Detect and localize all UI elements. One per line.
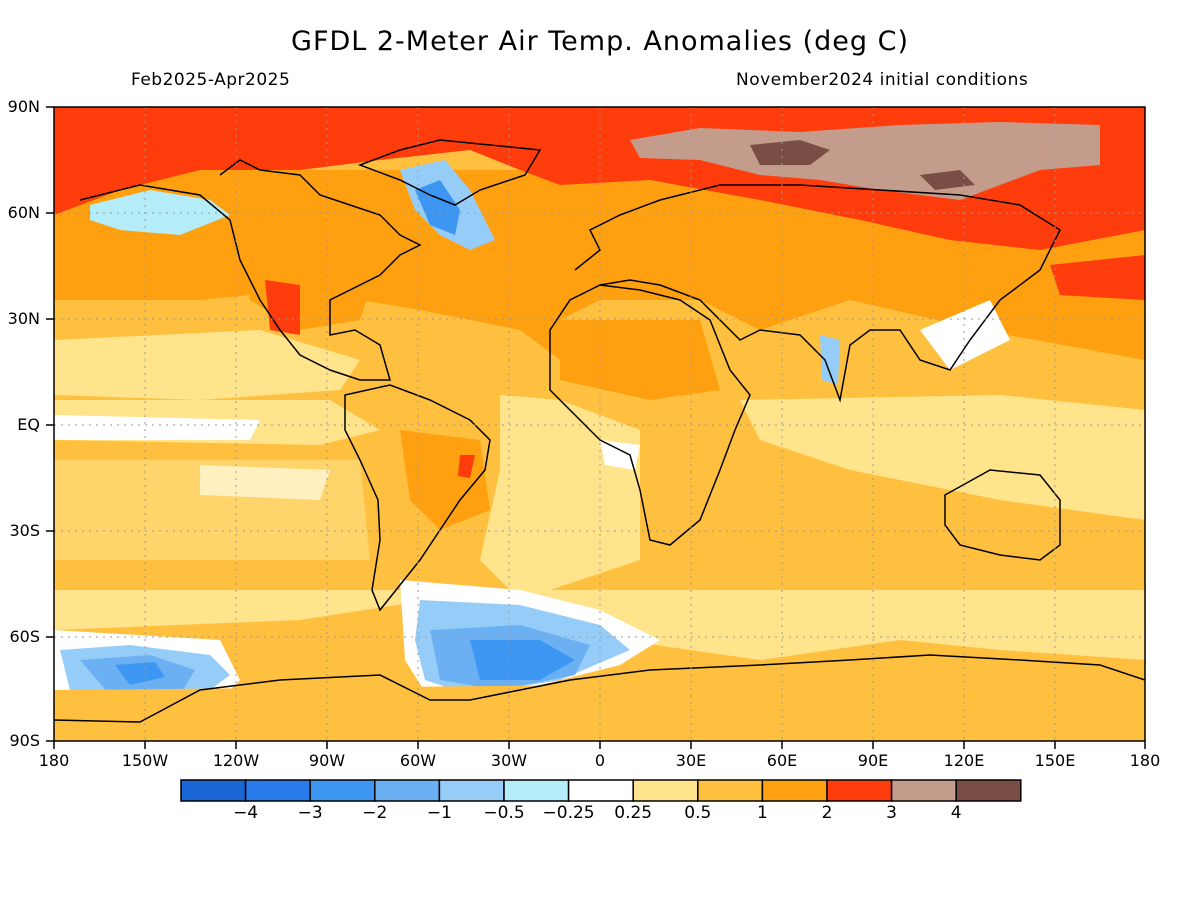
africa-coast <box>549 284 751 546</box>
south-america-coast <box>344 384 491 612</box>
colorbar-swatch <box>632 779 699 802</box>
lon-label: 90W <box>308 751 346 770</box>
mexico-hot <box>265 280 300 335</box>
lon-label: 180 <box>38 751 70 770</box>
lat-label: 90N <box>7 97 40 116</box>
lat-label: 60N <box>7 203 40 222</box>
colorbar-swatch <box>503 779 570 802</box>
lat-label: 60S <box>9 627 40 646</box>
colorbar-tick-label: 3 <box>886 803 897 823</box>
colorbar-tick-label: −2 <box>362 803 388 823</box>
colorbar-swatch <box>761 779 828 802</box>
colorbar-swatch <box>890 779 957 802</box>
sep-pale-zone <box>54 460 370 560</box>
siberia-max-2 <box>920 170 975 190</box>
lon-label: 180 <box>1129 751 1161 770</box>
colorbar-tick-label: −3 <box>297 803 323 823</box>
colorbar-tick-label: 1 <box>756 803 768 823</box>
siberia-high <box>630 122 1100 200</box>
lat-label: 30N <box>7 309 40 328</box>
anomaly-field <box>54 107 1145 741</box>
lon-label: 90E <box>857 751 889 770</box>
north-america-coast <box>79 159 422 381</box>
colorbar-swatch <box>244 779 311 802</box>
lon-label: 30E <box>675 751 707 770</box>
lat-label: 30S <box>9 521 40 540</box>
pacific-red-blob <box>1050 255 1145 300</box>
colorbar-swatch <box>309 779 376 802</box>
colorbar-swatch <box>374 779 441 802</box>
lon-label: 150E <box>1034 751 1076 770</box>
colorbar-tick-label: 2 <box>821 803 833 823</box>
grid <box>54 107 1145 741</box>
lon-label: 60E <box>766 751 798 770</box>
colorbar-tick-label: −0.5 <box>483 803 525 823</box>
colorbar-tick-label: −4 <box>233 803 259 823</box>
map-title: GFDL 2-Meter Air Temp. Anomalies (deg C) <box>291 26 909 57</box>
brazil-hot <box>458 455 475 478</box>
colorbar-tick-label: −0.25 <box>542 803 595 823</box>
colorbar-tick-label: −1 <box>426 803 452 823</box>
gulf-guinea-white <box>600 440 640 470</box>
lat-label: 90S <box>9 731 40 750</box>
lon-label: 150W <box>121 751 169 770</box>
lon-label: 30W <box>490 751 528 770</box>
colorbar-swatch <box>955 779 1022 802</box>
india-cool <box>820 335 840 385</box>
npac-pale-belt <box>54 330 360 400</box>
lon-label: 120E <box>943 751 985 770</box>
antarctica-coast <box>54 654 1145 723</box>
initial-conditions: November2024 initial conditions <box>736 70 1029 90</box>
lon-label: 60W <box>399 751 437 770</box>
colorbar-swatch <box>697 779 764 802</box>
siberia-max <box>750 140 830 165</box>
lon-label: 120W <box>212 751 260 770</box>
forecast-period: Feb2025-Apr2025 <box>131 70 291 90</box>
colorbar-tick-label: 0.5 <box>684 803 712 823</box>
colorbar <box>180 779 1022 802</box>
colorbar-swatch <box>180 779 247 802</box>
colorbar-swatch <box>826 779 893 802</box>
colorbar-tick-label: 0.25 <box>614 803 653 823</box>
indian-pale <box>740 395 1145 520</box>
eurasia-coast <box>574 184 1061 403</box>
lat-label: EQ <box>17 415 40 434</box>
greenland-coast <box>357 139 542 206</box>
australia-coast <box>944 469 1061 561</box>
amundsen-cold <box>115 662 165 685</box>
coastlines <box>54 139 1145 723</box>
colorbar-tick-label: 4 <box>950 803 962 823</box>
colorbar-swatch <box>438 779 505 802</box>
weddell-cold <box>470 640 575 680</box>
lon-label: 0 <box>594 751 606 770</box>
colorbar-swatch <box>567 779 634 802</box>
axis-ticks <box>46 106 1146 749</box>
eq-white-strip <box>54 415 260 440</box>
